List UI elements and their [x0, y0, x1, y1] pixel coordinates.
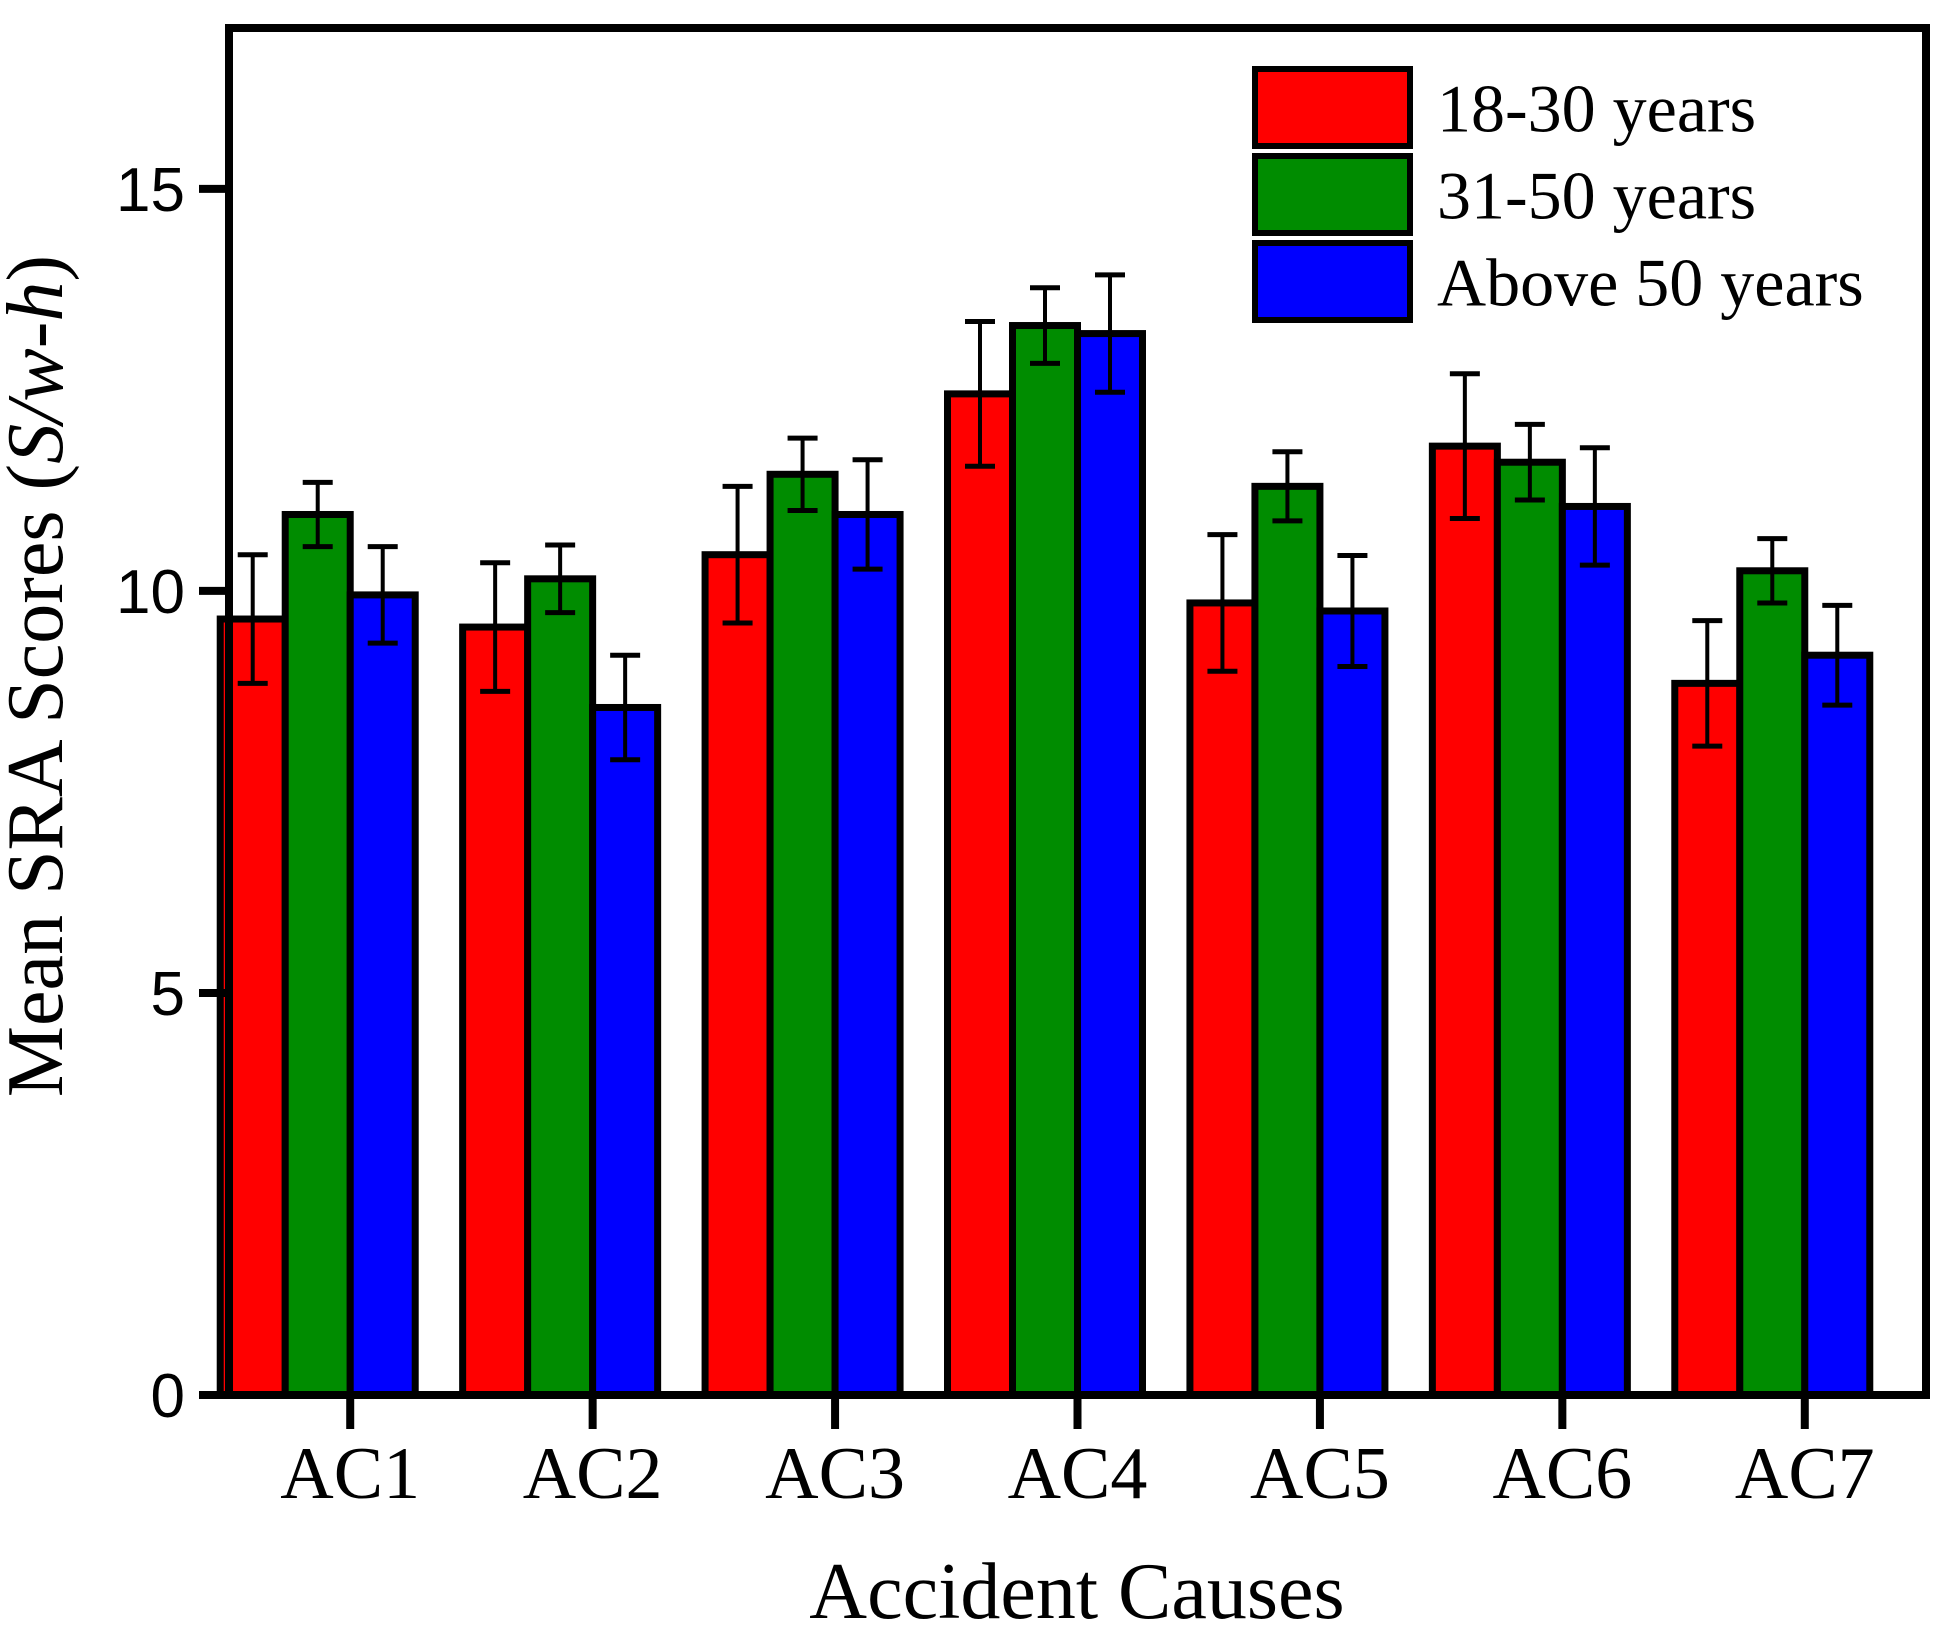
y-axis-title-suffix: ) — [0, 255, 80, 282]
legend-swatch-series3 — [1252, 240, 1413, 323]
y-axis-title-prefix: Mean SRA Scores ( — [0, 464, 80, 1097]
bar-AC5-series3 — [1316, 607, 1389, 1399]
y-tick-label: 15 — [116, 156, 185, 225]
x-tick-label-AC2: AC2 — [523, 1433, 663, 1515]
legend-swatch-series1 — [1252, 66, 1413, 149]
bar-AC4-series2 — [1009, 322, 1081, 1399]
y-tick-label: 0 — [151, 1362, 185, 1431]
x-tick-label-AC1: AC1 — [280, 1433, 420, 1515]
y-axis-title: Mean SRA Scores (S/w-h) — [0, 255, 80, 1097]
bar-AC7-series2 — [1736, 567, 1809, 1399]
bar-AC3-series1 — [701, 551, 774, 1399]
bar-AC2-series3 — [589, 703, 662, 1399]
y-tick-label: 10 — [116, 558, 185, 627]
bar-AC7-series3 — [1801, 651, 1874, 1399]
legend-label-series3: Above 50 years — [1437, 245, 1864, 321]
bar-AC6-series1 — [1428, 442, 1501, 1399]
bar-AC1-series2 — [281, 510, 354, 1399]
x-tick-label-AC6: AC6 — [1492, 1433, 1632, 1515]
bar-AC3-series2 — [766, 470, 839, 1399]
bar-AC4-series3 — [1074, 330, 1146, 1399]
bar-AC6-series2 — [1493, 458, 1566, 1399]
x-tick-label-AC3: AC3 — [765, 1433, 905, 1515]
bar-AC7-series1 — [1671, 679, 1744, 1399]
plot-frame — [225, 24, 1930, 1399]
bar-AC6-series3 — [1558, 502, 1631, 1399]
legend-label-series1: 18-30 years — [1437, 71, 1756, 147]
bar-AC5-series2 — [1251, 482, 1324, 1399]
y-tick-label: 5 — [151, 960, 185, 1029]
x-tick-label-AC4: AC4 — [1008, 1433, 1148, 1515]
bar-AC3-series3 — [831, 510, 904, 1399]
bar-AC2-series2 — [524, 575, 597, 1399]
bar-AC5-series1 — [1186, 599, 1259, 1399]
bar-AC1-series3 — [346, 591, 419, 1399]
x-tick-label-AC7: AC7 — [1735, 1433, 1875, 1515]
bar-AC4-series1 — [944, 390, 1016, 1399]
y-axis-title-italic: S/w-h — [0, 282, 80, 464]
legend-swatch-series2 — [1252, 153, 1413, 236]
x-axis-title: Accident Causes — [809, 1548, 1344, 1636]
legend-label-series2: 31-50 years — [1437, 158, 1756, 234]
x-tick-label-AC5: AC5 — [1250, 1433, 1390, 1515]
plot-layer: 0 5 10 15 AC1 AC2 AC3 AC4 AC5 AC6 AC7 18-30 years 31… — [116, 24, 1930, 1515]
bar-AC2-series1 — [459, 623, 532, 1399]
